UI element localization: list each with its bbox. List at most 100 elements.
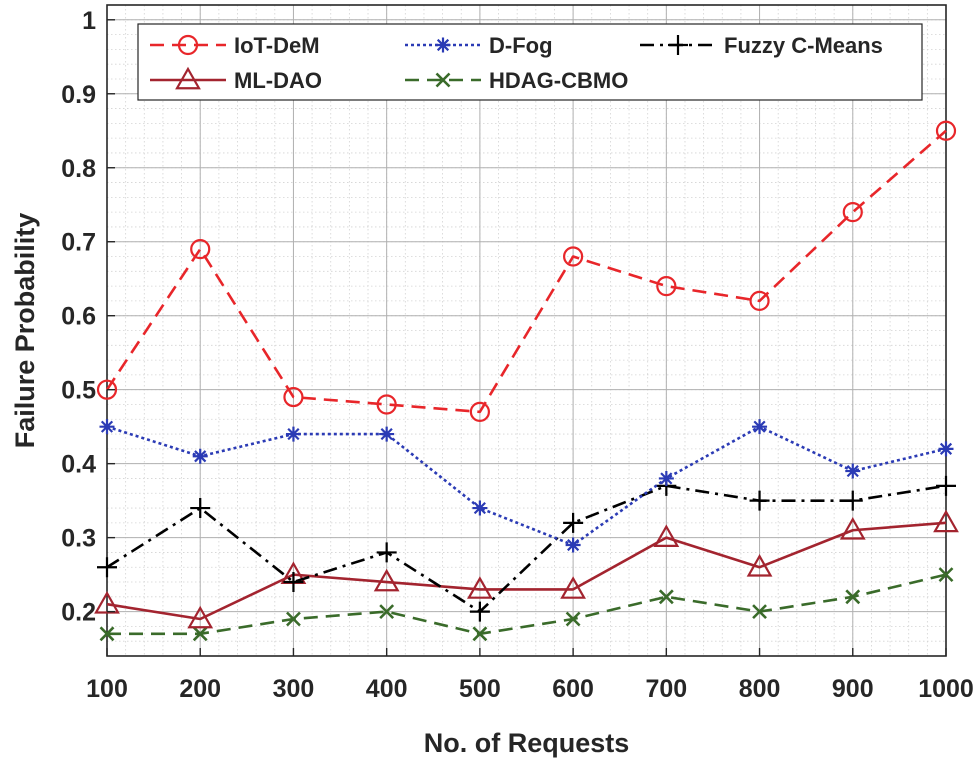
data-point-iot-dem [749, 290, 770, 312]
y-tick-label: 0.9 [61, 81, 96, 109]
x-axis-label: No. of Requests [424, 728, 630, 758]
data-point-ml-dao [933, 509, 959, 533]
data-point-hdag-cbmo [99, 626, 115, 642]
legend-item-ml-dao: ML-DAO [150, 66, 322, 93]
series-line-fuzzy-c-means [106, 484, 947, 613]
legend-label-hdag-cbmo: HDAG-CBMO [489, 68, 628, 93]
y-tick-label: 1 [82, 7, 96, 35]
legend-item-iot-dem: IoT-DeM [150, 33, 320, 58]
major-grid [106, 5, 947, 656]
data-point-d-fog [565, 537, 581, 553]
data-point-hdag-cbmo [658, 589, 674, 605]
y-axis-ticks: 0.2 0.3 0.4 0.5 0.6 0.7 0.8 0.9 1 [61, 7, 115, 627]
y-tick-label: 0.6 [61, 303, 96, 331]
series-line-hdag-cbmo [107, 573, 947, 636]
data-point-fuzzy-c-means [283, 572, 304, 593]
data-point-fuzzy-c-means [376, 542, 397, 563]
data-point-fuzzy-c-means [97, 557, 117, 578]
y-tick-label: 0.3 [61, 525, 96, 553]
legend-item-fuzzy-c-means: Fuzzy C-Means [640, 33, 883, 58]
series-hdag-cbmo [99, 567, 954, 642]
legend-box [137, 23, 923, 101]
series-line-iot-dem [105, 129, 947, 414]
legend-label-d-fog: D-Fog [489, 33, 553, 58]
data-point-iot-dem [842, 202, 863, 223]
series-line-ml-dao [106, 521, 947, 621]
data-point-iot-dem [376, 394, 397, 415]
series-line-d-fog [106, 425, 947, 547]
x-tick-label: 1000 [918, 675, 974, 703]
data-point-iot-dem [190, 239, 211, 260]
data-point-hdag-cbmo [565, 611, 581, 627]
data-point-fuzzy-c-means [749, 490, 770, 511]
data-point-hdag-cbmo [472, 626, 488, 642]
data-point-d-fog [192, 448, 208, 464]
data-point-d-fog [99, 419, 115, 435]
data-point-ml-dao [560, 576, 587, 599]
data-point-iot-dem [469, 401, 490, 422]
y-axis-label: Failure Probability [10, 213, 40, 449]
data-point-fuzzy-c-means [190, 498, 211, 519]
y-tick-label: 0.8 [61, 155, 96, 183]
legend-item-d-fog: D-Fog [405, 33, 553, 58]
data-point-hdag-cbmo [192, 626, 208, 642]
x-tick-label: 400 [366, 675, 408, 703]
data-point-ml-dao [94, 590, 120, 614]
legend-marker-d-fog [435, 37, 451, 53]
data-point-d-fog [285, 426, 301, 442]
legend-item-hdag-cbmo: HDAG-CBMO [405, 68, 628, 93]
x-tick-label: 800 [739, 675, 781, 703]
data-point-d-fog [938, 441, 954, 457]
data-point-ml-dao [746, 554, 773, 577]
legend-label-ml-dao: ML-DAO [234, 68, 322, 93]
data-point-hdag-cbmo [845, 589, 861, 605]
data-point-fuzzy-c-means [842, 490, 863, 511]
series-layer [94, 120, 959, 642]
x-tick-label: 200 [179, 675, 221, 703]
data-point-d-fog [472, 500, 488, 516]
data-point-fuzzy-c-means [563, 512, 584, 533]
x-tick-label: 100 [86, 675, 128, 703]
data-point-d-fog [752, 419, 768, 435]
data-point-hdag-cbmo [379, 604, 395, 620]
legend: IoT-DeM D-Fog Fuzzy C-Means ML-DAO HDAG-CBMO [137, 23, 923, 101]
series-fuzzy-c-means [97, 475, 956, 622]
data-point-iot-dem [283, 386, 304, 408]
legend-marker-ml-dao [175, 66, 201, 90]
x-tick-label: 900 [832, 675, 874, 703]
x-tick-label: 500 [459, 675, 501, 703]
legend-marker-iot-dem [177, 34, 199, 56]
series-iot-dem [96, 120, 957, 422]
x-tick-label: 600 [552, 675, 594, 703]
data-point-d-fog [658, 470, 674, 486]
y-tick-label: 0.7 [61, 229, 96, 257]
data-point-iot-dem [96, 379, 118, 400]
data-point-ml-dao [187, 605, 214, 629]
x-tick-label: 700 [645, 675, 687, 703]
series-ml-dao [94, 509, 959, 629]
data-point-fuzzy-c-means [469, 601, 490, 622]
data-point-ml-dao [466, 576, 493, 599]
data-point-hdag-cbmo [752, 604, 767, 620]
data-point-iot-dem [656, 276, 677, 297]
legend-marker-fuzzy-c-means [668, 35, 688, 55]
data-point-iot-dem [563, 246, 584, 267]
data-point-d-fog [379, 426, 395, 442]
series-d-fog [99, 419, 954, 553]
plot-area-frame [106, 4, 947, 657]
y-tick-label: 0.2 [61, 599, 96, 627]
data-point-ml-dao [839, 517, 866, 540]
data-point-hdag-cbmo [286, 611, 301, 627]
legend-label-iot-dem: IoT-DeM [234, 33, 320, 58]
legend-label-fuzzy-c-means: Fuzzy C-Means [724, 33, 883, 58]
y-tick-label: 0.4 [61, 451, 96, 479]
y-tick-label: 0.5 [61, 377, 96, 405]
data-point-d-fog [845, 463, 861, 479]
legend-marker-hdag-cbmo [435, 72, 451, 88]
data-point-ml-dao [373, 568, 400, 592]
data-point-iot-dem [935, 120, 957, 141]
x-tick-label: 300 [273, 675, 315, 703]
data-point-hdag-cbmo [938, 567, 954, 583]
